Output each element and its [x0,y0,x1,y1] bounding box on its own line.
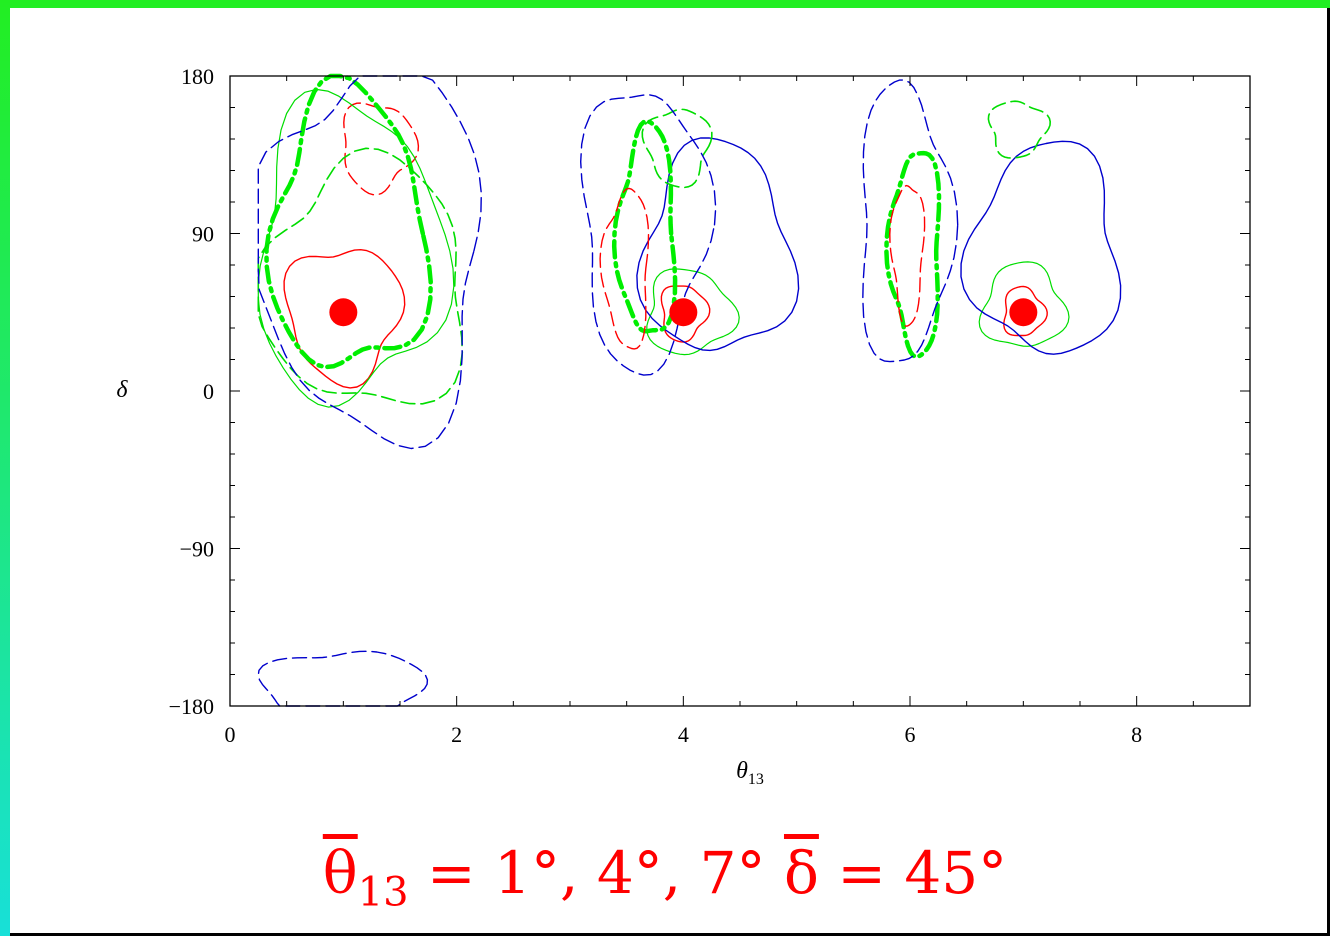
x-tick-label: 4 [678,722,689,747]
caption: θ13 = 1°, 4°, 7° δ = 45° [0,838,1330,928]
contour-line [987,100,1051,159]
x-tick-label: 8 [1131,722,1142,747]
contour-line [1003,285,1048,337]
contour-line [641,108,713,189]
contour-line [660,285,711,343]
contour-line [343,102,420,196]
x-axis-label: θ13 [736,758,764,788]
contours-layer [257,73,1122,707]
contour-line [884,150,942,360]
x-tick-label: 2 [451,722,462,747]
x-tick-label: 0 [225,722,236,747]
best-fit-point [1009,298,1038,327]
contour-line [264,73,433,370]
contour-line [257,75,482,450]
ticks-layer: 0 2 4 6 8 −180 −90 0 90 180 [169,64,1251,747]
y-tick-label: −180 [169,694,214,719]
contour-line [257,650,429,707]
plot-frame [229,75,1251,707]
y-axis-label: δ [116,377,128,403]
y-tick-label: −90 [180,537,214,562]
caption-text: θ13 = 1°, 4°, 7° δ = 45° [322,839,1008,916]
y-tick-label: 180 [181,64,214,89]
contour-line [636,137,800,352]
contour-line [283,248,406,389]
contour-line [580,94,717,376]
contour-line [862,79,959,363]
x-tick-label: 6 [905,722,916,747]
x-axis-label-sub: 13 [748,771,764,788]
points-layer [329,298,1038,327]
contour-line [257,147,464,405]
best-fit-point [669,298,698,327]
contour-line [257,88,455,408]
contour-line [611,118,678,334]
y-tick-label: 0 [203,379,214,404]
contour-line [599,187,650,350]
panel-border-right [1327,8,1330,936]
contour-line [646,268,740,356]
y-tick-label: 90 [192,222,214,247]
contour-line [978,261,1070,347]
contour-line [889,184,926,327]
x-axis-label-main: θ [736,758,748,784]
panel-border-bottom [10,933,1330,936]
contour-line [960,140,1122,355]
best-fit-point [329,298,358,327]
